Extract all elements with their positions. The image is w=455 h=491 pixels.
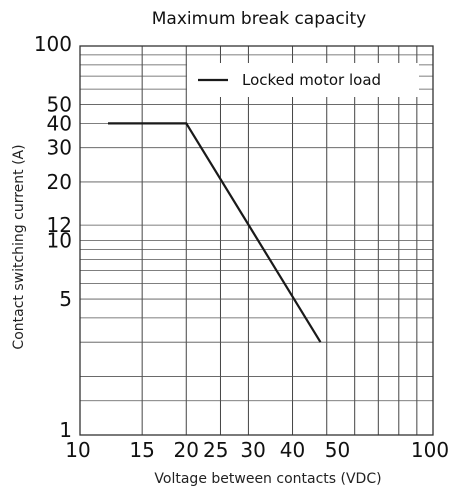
x-tick-label: 50	[325, 438, 350, 462]
y-tick-label: 5	[59, 287, 72, 311]
x-tick-label: 20	[174, 438, 199, 462]
x-tick-label: 25	[203, 438, 228, 462]
legend-label: Locked motor load	[242, 71, 381, 89]
x-tick-label: 10	[65, 438, 90, 462]
y-tick-label: 10	[47, 229, 72, 253]
y-tick-label: 12	[47, 213, 72, 237]
y-tick-label: 40	[47, 111, 72, 135]
x-tick-label: 40	[280, 438, 305, 462]
grid-lines	[79, 45, 434, 436]
chart-title: Maximum break capacity	[152, 9, 366, 29]
x-tick-label: 100	[411, 438, 449, 462]
y-tick-label: 20	[47, 170, 72, 194]
x-tick-labels: 10 15 20 25 30 40 50 100	[65, 438, 449, 462]
x-tick-label: 15	[129, 438, 154, 462]
x-tick-label: 30	[240, 438, 265, 462]
y-tick-label: 50	[47, 93, 72, 117]
y-tick-label: 1	[59, 418, 72, 442]
y-tick-label: 30	[47, 136, 72, 160]
y-axis-label: Contact switching current (A)	[11, 144, 27, 349]
series-line	[108, 122, 322, 343]
legend: Locked motor load	[187, 63, 419, 97]
series-lines	[108, 122, 322, 343]
y-tick-label: 100	[34, 32, 72, 56]
plot-frame	[79, 45, 434, 436]
x-axis-label: Voltage between contacts (VDC)	[154, 471, 381, 487]
